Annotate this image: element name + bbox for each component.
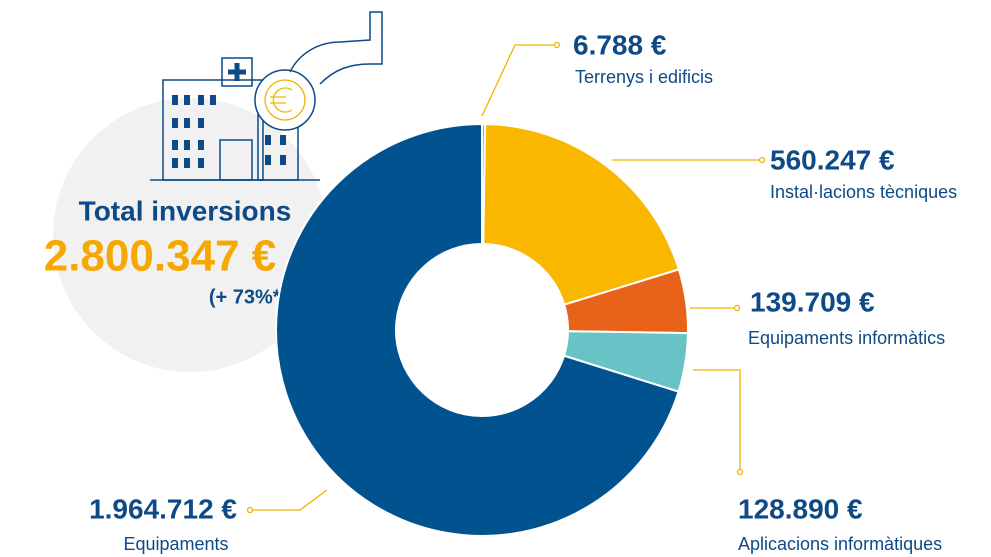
category-label: Terrenys i edificis <box>575 67 713 87</box>
total-title: Total inversions <box>79 195 292 226</box>
hospital-icon <box>150 11 383 181</box>
category-label: Aplicacions informàtiques <box>738 534 942 554</box>
value-label: 6.788 € <box>573 29 667 60</box>
value-label: 1.964.712 € <box>89 493 237 524</box>
donut-segment <box>482 123 681 306</box>
donut <box>275 122 689 537</box>
value-label: 128.890 € <box>738 493 863 524</box>
value-label: 560.247 € <box>770 144 895 175</box>
total-change: (+ 73%*) <box>209 286 287 308</box>
value-label: 139.709 € <box>750 286 875 317</box>
donut-segment <box>275 122 680 537</box>
total-value: 2.800.347 € <box>44 232 276 281</box>
category-label: Instal·lacions tècniques <box>770 182 957 202</box>
category-label: Equipaments informàtics <box>748 328 945 348</box>
category-label: Equipaments <box>123 534 228 554</box>
leader-lines <box>246 41 766 514</box>
